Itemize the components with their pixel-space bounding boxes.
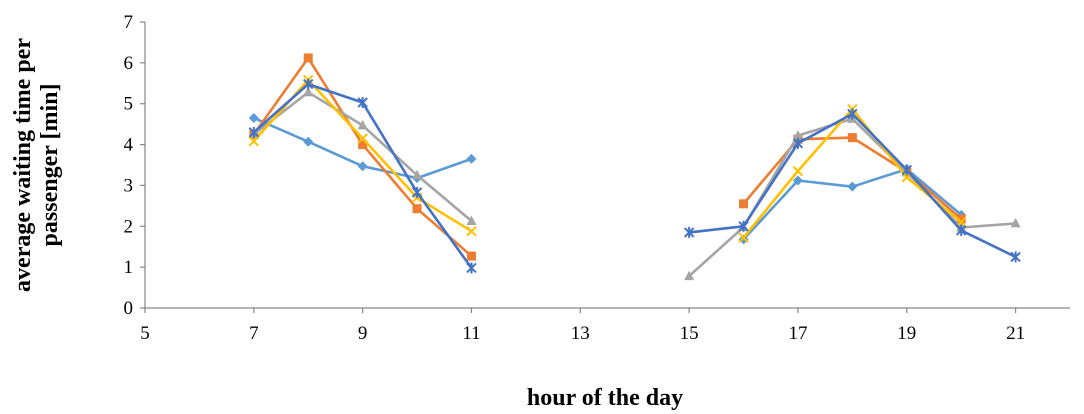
series-line (253, 91, 473, 222)
data-point (738, 220, 749, 232)
data-point (466, 225, 477, 237)
y-axis-title-line-2: passenger [min] (37, 84, 63, 247)
data-point (956, 214, 966, 224)
data-point (792, 165, 804, 177)
x-tick-label: 19 (897, 323, 916, 344)
x-tick-label: 17 (788, 323, 807, 344)
y-tick-label: 2 (124, 216, 134, 237)
data-point (303, 78, 314, 90)
data-point (847, 108, 858, 120)
series-line (688, 117, 1016, 278)
series-5 (248, 78, 1021, 274)
data-point (792, 137, 804, 149)
y-axis-title-line-1: average waiting time per (10, 38, 36, 292)
series-group (248, 53, 1021, 281)
y-tick-label: 4 (124, 135, 134, 156)
data-point (358, 140, 368, 150)
y-ticks: 0 1 2 3 4 5 6 7 (124, 12, 145, 319)
data-point (466, 215, 477, 225)
data-point (412, 204, 422, 214)
x-tick-label: 11 (462, 323, 480, 344)
x-axis-title: hour of the day (527, 385, 683, 411)
data-point (466, 153, 477, 164)
y-tick-label: 1 (124, 257, 134, 278)
series-2 (249, 53, 966, 261)
data-point (303, 53, 313, 63)
data-point (739, 199, 749, 209)
series-1 (248, 113, 967, 245)
x-tick-label: 21 (1006, 323, 1025, 344)
x-tick-label: 7 (249, 323, 259, 344)
y-tick-label: 7 (124, 12, 134, 33)
y-tick-label: 0 (124, 298, 134, 319)
data-point (901, 164, 912, 176)
data-point (955, 224, 967, 236)
data-point (248, 126, 260, 138)
series-line (252, 56, 473, 258)
x-tick-label: 15 (680, 323, 699, 344)
data-point (738, 234, 749, 245)
data-point (847, 133, 857, 143)
data-point (847, 181, 858, 192)
axes (144, 22, 1070, 309)
data-point (303, 86, 314, 97)
data-point (466, 251, 476, 261)
data-point (738, 232, 749, 243)
x-tick-label: 9 (358, 323, 368, 344)
data-point (412, 169, 423, 180)
data-point (411, 186, 423, 198)
data-point (1010, 251, 1021, 263)
data-point (357, 133, 368, 144)
data-point (683, 226, 695, 238)
series-line (742, 167, 963, 241)
y-tick-label: 5 (124, 94, 134, 115)
data-point (792, 175, 803, 186)
data-point (303, 136, 314, 147)
series-3 (248, 86, 1021, 281)
data-point (792, 130, 803, 140)
x-ticks: 5 7 9 11 13 15 17 19 21 (140, 308, 1025, 344)
data-point (684, 270, 695, 281)
data-point (466, 262, 477, 274)
data-point (1010, 217, 1021, 228)
data-point (248, 136, 260, 147)
data-point (357, 119, 368, 130)
data-point (357, 96, 368, 108)
x-tick-label: 13 (571, 323, 590, 344)
y-tick-label: 3 (124, 175, 134, 196)
data-point (248, 113, 259, 124)
series-line (252, 82, 473, 269)
y-tick-label: 6 (124, 53, 134, 74)
data-point (357, 161, 368, 172)
x-tick-label: 5 (140, 323, 150, 344)
